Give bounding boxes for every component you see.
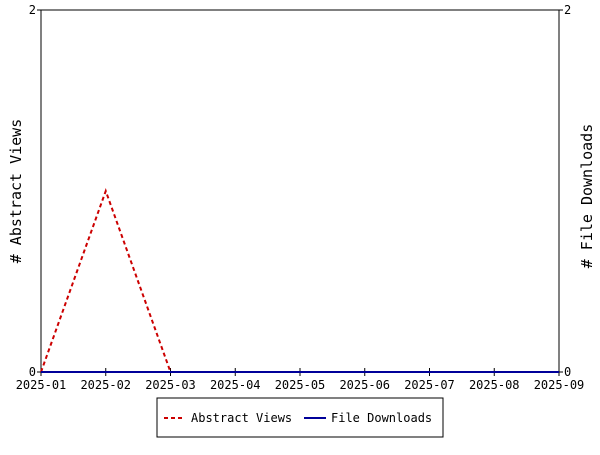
legend: Abstract Views File Downloads: [156, 397, 444, 438]
x-tick-label: 2025-05: [275, 378, 326, 392]
legend-label-abstract-views: Abstract Views: [191, 411, 292, 425]
x-tick-label: 2025-01: [16, 378, 67, 392]
x-axis-ticks: 2025-01 2025-02 2025-03 2025-04 2025-05 2025-…: [16, 368, 585, 392]
y-axis-left-label: # Abstract Views: [7, 119, 25, 264]
y-axis-right-label: # File Downloads: [578, 124, 596, 269]
x-tick-label: 2025-02: [80, 378, 131, 392]
plot-area: [40, 9, 560, 373]
x-tick-label: 2025-07: [404, 378, 455, 392]
y-left-tick-label: 2: [29, 3, 36, 17]
x-tick-label: 2025-08: [469, 378, 520, 392]
y-right-tick-label: 2: [564, 3, 571, 17]
x-tick-label: 2025-09: [534, 378, 585, 392]
x-tick-label: 2025-03: [145, 378, 196, 392]
x-tick-label: 2025-06: [339, 378, 390, 392]
legend-label-file-downloads: File Downloads: [331, 411, 432, 425]
series-layer: [40, 188, 559, 373]
y-right-tick-label: 0: [564, 365, 571, 379]
x-tick-label: 2025-04: [210, 378, 261, 392]
y-axis-left-ticks: 02: [29, 3, 41, 379]
y-axis-right-ticks: 02: [559, 3, 571, 379]
y-left-tick-label: 0: [29, 365, 36, 379]
legend-box: [156, 397, 444, 438]
